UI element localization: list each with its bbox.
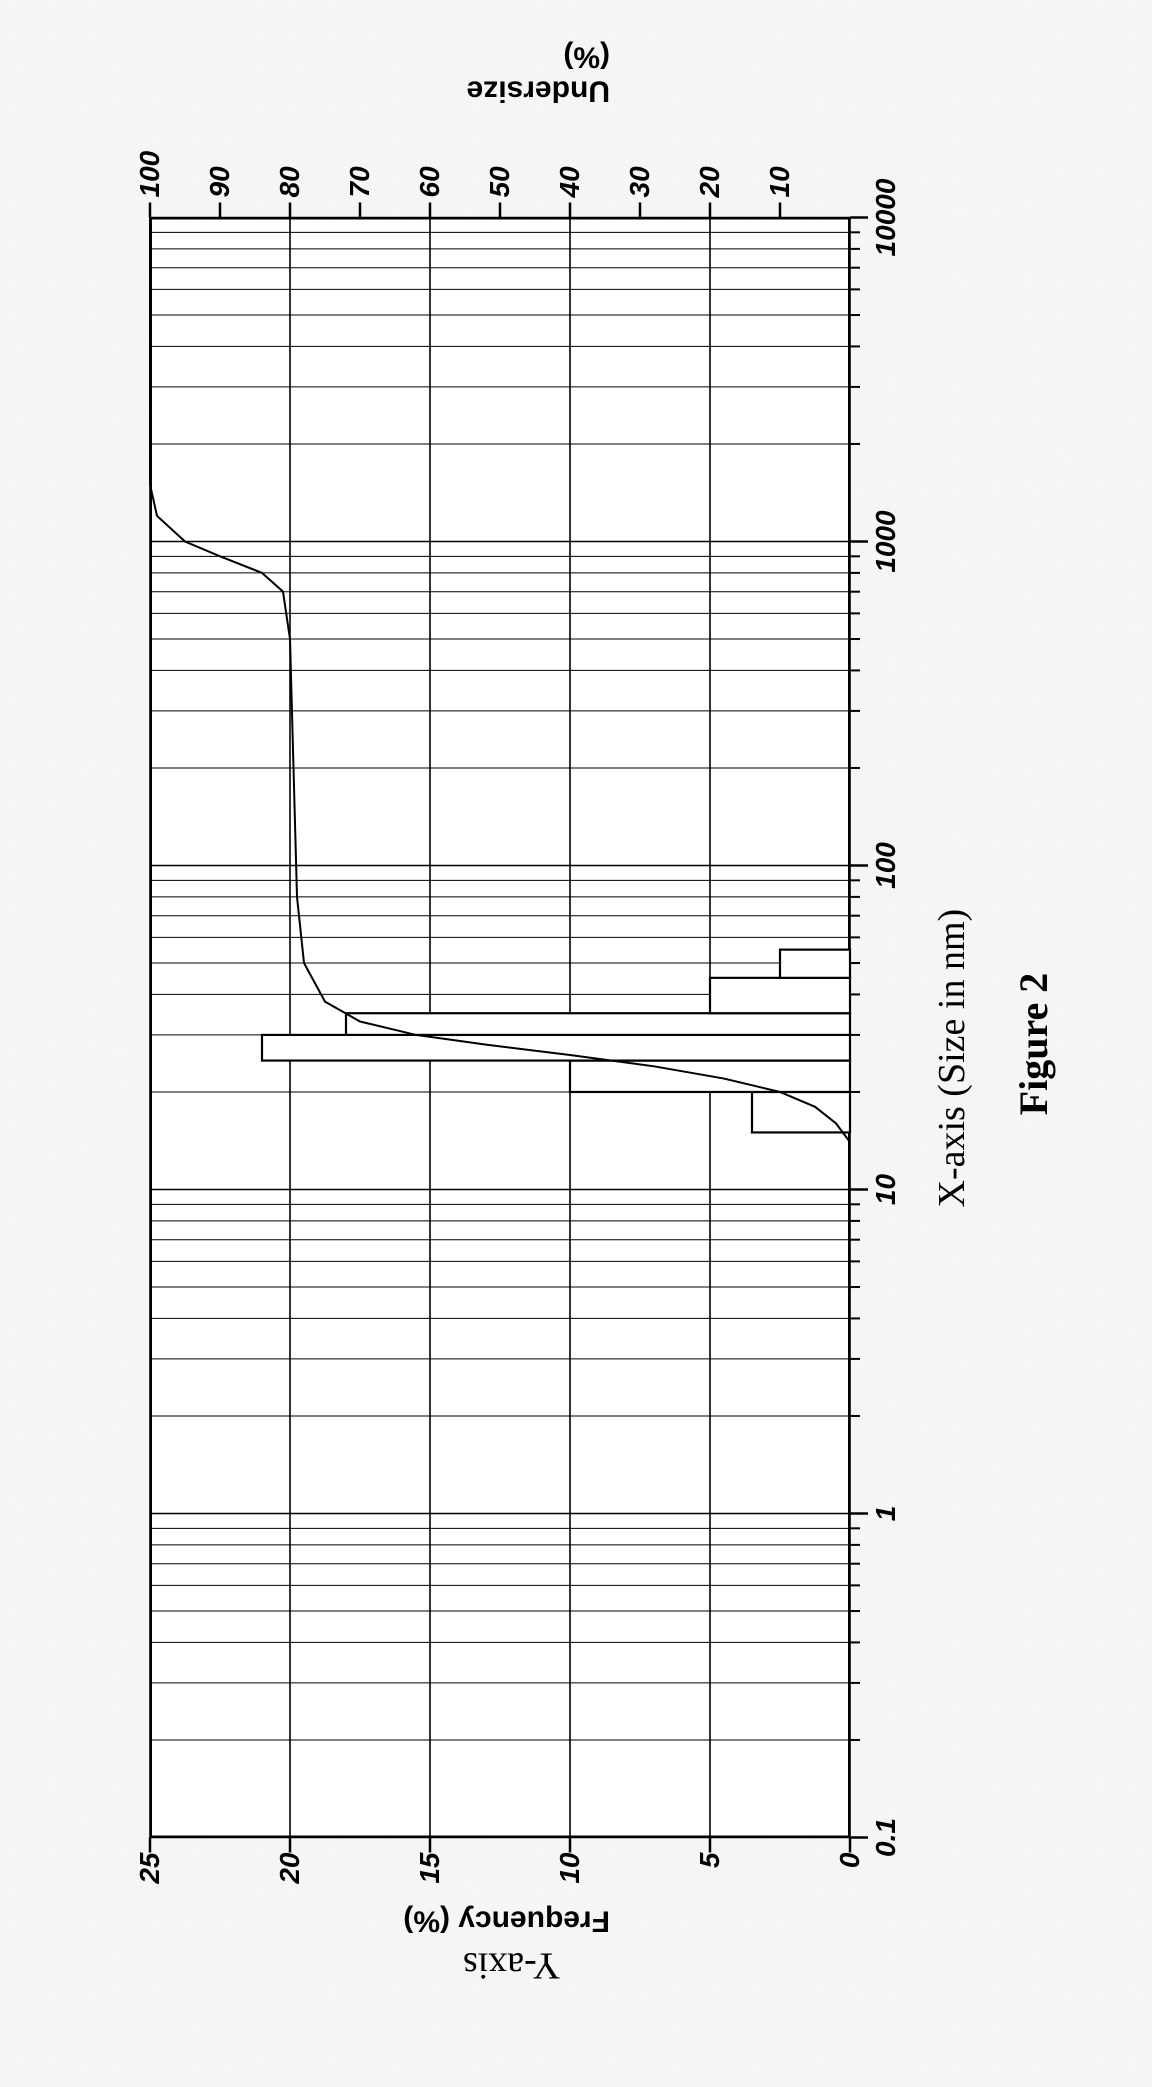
x-tick-label: 1000 bbox=[870, 501, 902, 581]
y-right-tick-label: 50 bbox=[484, 166, 516, 197]
y-left-tick-label: 25 bbox=[134, 1852, 166, 1907]
y-left-tick-label: 20 bbox=[274, 1852, 306, 1907]
y-left-inner-label: Frequency (%) bbox=[403, 1903, 610, 1937]
y-right-tick-label: 70 bbox=[344, 166, 376, 197]
y-right-tick-label: 90 bbox=[204, 166, 236, 197]
y-left-tick-label: 15 bbox=[414, 1852, 446, 1907]
y-right-tick-label: 40 bbox=[554, 166, 586, 197]
y-right-tick-label: 20 bbox=[694, 166, 726, 197]
x-tick-label: 10 bbox=[870, 1149, 902, 1229]
y-axis-outer-label: Y-axis bbox=[463, 1943, 560, 1987]
x-tick-label: 0.1 bbox=[870, 1797, 902, 1877]
y-right-inner-label: Undersize (%) bbox=[467, 39, 610, 107]
y-left-tick-label: 10 bbox=[554, 1852, 586, 1907]
y-right-tick-label: 100 bbox=[134, 150, 166, 197]
rotated-figure-container: X-axis (Size in nm) Y-axis Frequency (%)… bbox=[0, 0, 1152, 2087]
chart-svg bbox=[0, 0, 1152, 2087]
x-tick-label: 1 bbox=[870, 1473, 902, 1553]
y-right-tick-label: 10 bbox=[764, 166, 796, 197]
y-left-tick-label: 0 bbox=[834, 1852, 866, 1907]
figure-caption: Figure 2 bbox=[1010, 0, 1057, 2087]
x-axis-outer-label: X-axis (Size in nm) bbox=[930, 908, 974, 1207]
y-right-tick-label: 60 bbox=[414, 166, 446, 197]
page: X-axis (Size in nm) Y-axis Frequency (%)… bbox=[0, 0, 1152, 2087]
x-tick-label: 100 bbox=[870, 825, 902, 905]
y-left-tick-label: 5 bbox=[694, 1852, 726, 1907]
y-right-tick-label: 80 bbox=[274, 166, 306, 197]
x-tick-label: 10000 bbox=[870, 177, 902, 257]
y-right-tick-label: 30 bbox=[624, 166, 656, 197]
